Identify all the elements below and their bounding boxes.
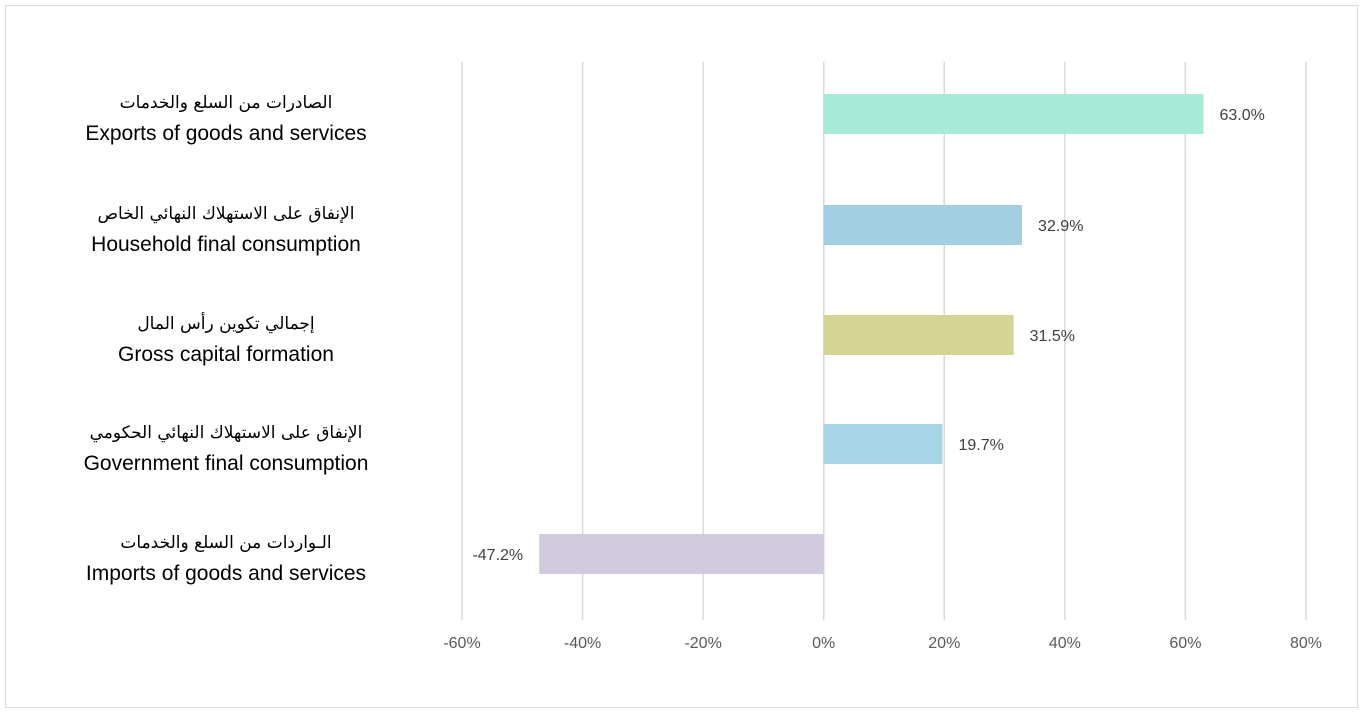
x-tick-label: 80% bbox=[1290, 635, 1322, 652]
category-label-arabic: الإنفاق على الاستهلاك النهائي الخاص bbox=[97, 204, 354, 224]
category-label-arabic: الصادرات من السلع والخدمات bbox=[120, 93, 333, 113]
x-tick-label: 60% bbox=[1169, 635, 1201, 652]
x-tick-label: -40% bbox=[564, 635, 601, 652]
bar bbox=[823, 205, 1023, 245]
x-axis-ticks: -60% -40% -20% 0% 20% 40% 60% 80% bbox=[443, 635, 1322, 652]
category-label-arabic: إجمالي تكوين رأس المال bbox=[137, 312, 314, 334]
category-label-english: Exports of goods and services bbox=[85, 122, 366, 145]
x-tick-label: -60% bbox=[443, 635, 480, 652]
x-tick-label: 0% bbox=[812, 635, 835, 652]
category-label-english: Gross capital formation bbox=[118, 343, 334, 366]
data-labels: 63.0% 32.9% 31.5% 19.7% -47.2% bbox=[472, 107, 1264, 564]
x-tick-label: 40% bbox=[1049, 635, 1081, 652]
data-label: 32.9% bbox=[1038, 218, 1083, 235]
data-label: -47.2% bbox=[472, 547, 523, 564]
category-label-english: Household final consumption bbox=[91, 233, 361, 256]
x-tick-label: -20% bbox=[684, 635, 721, 652]
bar bbox=[539, 534, 824, 574]
data-label: 19.7% bbox=[958, 437, 1003, 454]
bar bbox=[823, 315, 1014, 355]
bar bbox=[823, 94, 1204, 134]
bars bbox=[539, 94, 1204, 574]
category-label-arabic: الإنفاق على الاستهلاك النهائي الحكومي bbox=[90, 423, 363, 443]
bar bbox=[823, 424, 943, 464]
data-label: 31.5% bbox=[1030, 328, 1075, 345]
data-label: 63.0% bbox=[1220, 107, 1265, 124]
category-labels: الصادرات من السلع والخدمات Exports of goo… bbox=[84, 93, 369, 585]
category-label-english: Imports of goods and services bbox=[86, 562, 366, 585]
category-label-arabic: الـواردات من السلع والخدمات bbox=[120, 533, 331, 553]
category-label-english: Government final consumption bbox=[84, 452, 369, 475]
x-tick-label: 20% bbox=[928, 635, 960, 652]
